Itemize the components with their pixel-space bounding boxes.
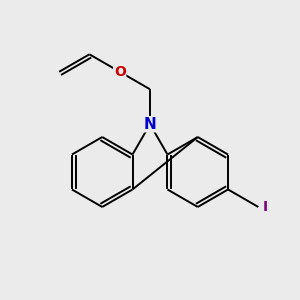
Text: N: N [144, 117, 156, 132]
Text: O: O [114, 65, 126, 79]
Text: I: I [262, 200, 268, 214]
